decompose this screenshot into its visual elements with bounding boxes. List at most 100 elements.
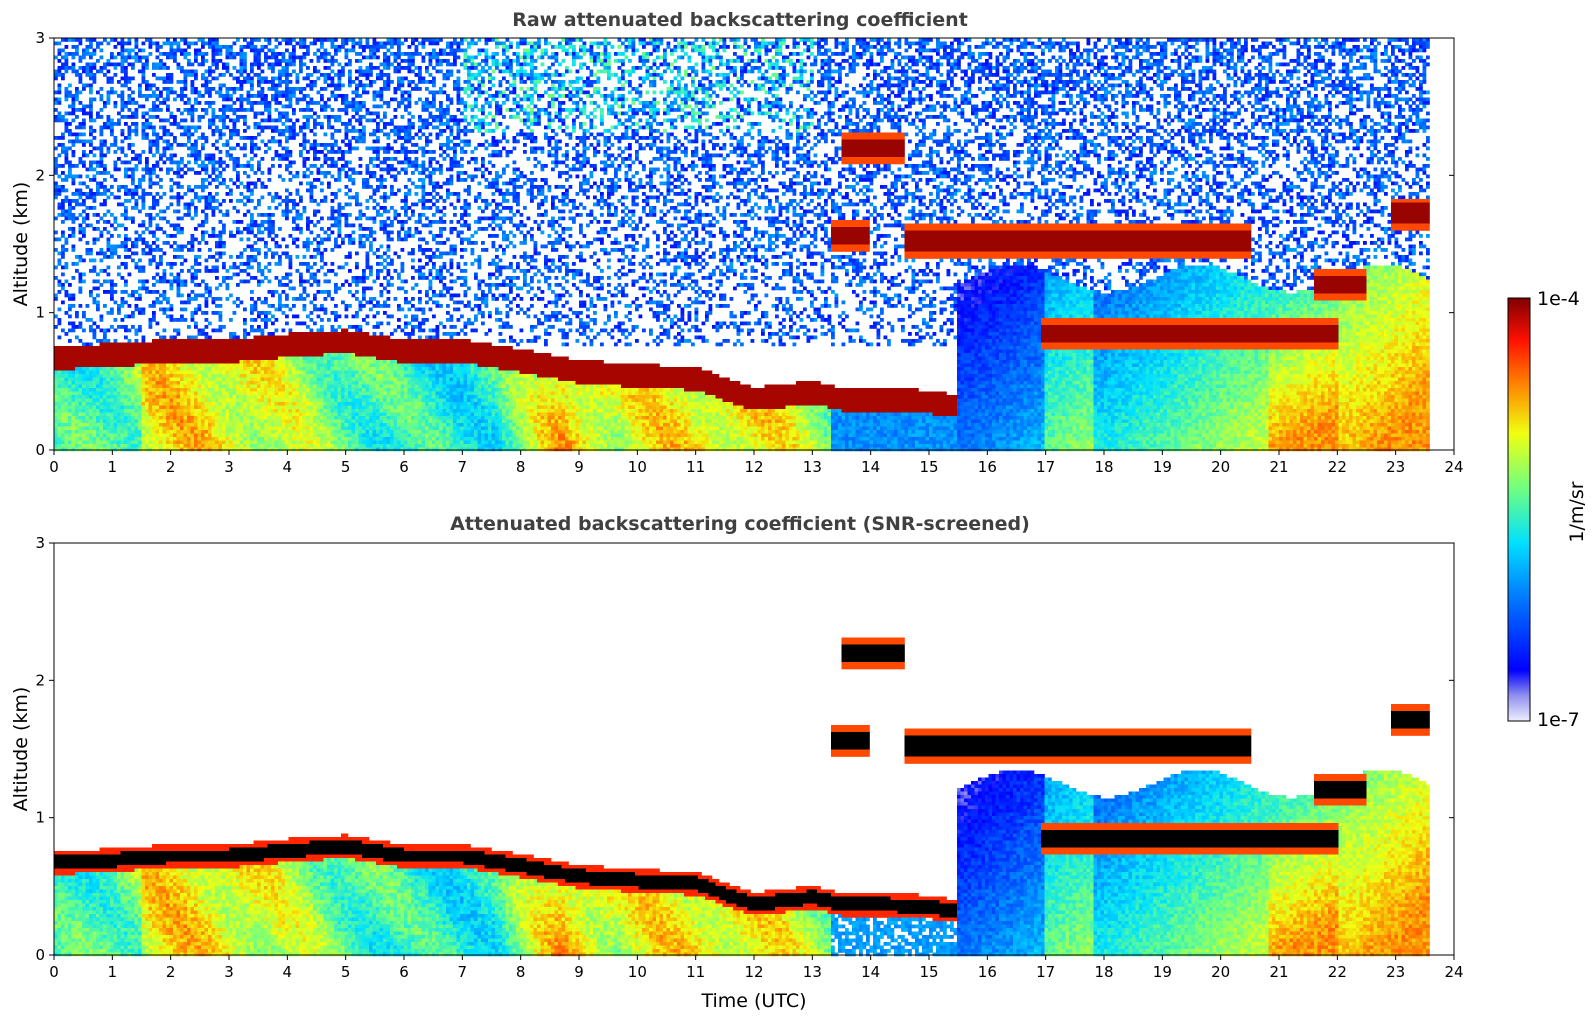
heatmap-cell <box>225 437 230 441</box>
heatmap-cell <box>222 160 226 165</box>
heatmap-cell <box>229 349 233 354</box>
heatmap-cell <box>103 164 107 168</box>
heatmap-cell <box>82 111 86 116</box>
heatmap-cell <box>180 216 184 221</box>
heatmap-cell <box>75 402 79 406</box>
heatmap-cell <box>152 241 156 245</box>
heatmap-cell <box>148 248 153 252</box>
heatmap-cell <box>155 262 160 266</box>
heatmap-cell <box>78 73 83 77</box>
heatmap-cell <box>201 73 205 77</box>
heatmap-cell <box>54 69 58 74</box>
heatmap-cell <box>278 374 282 378</box>
heatmap-cell <box>89 426 93 431</box>
heatmap-cell <box>218 174 223 179</box>
heatmap-cell <box>78 384 83 389</box>
heatmap-cell <box>239 164 244 168</box>
heatmap-cell <box>120 297 125 301</box>
heatmap-cell <box>208 321 212 326</box>
heatmap-cell <box>302 430 307 434</box>
heatmap-cell <box>264 241 268 245</box>
heatmap-cell <box>152 342 156 347</box>
heatmap-cell <box>169 283 174 287</box>
heatmap-cell <box>257 90 261 95</box>
heatmap-cell <box>232 164 237 168</box>
heatmap-cell <box>64 409 69 413</box>
heatmap-cell <box>183 402 188 406</box>
heatmap-cell <box>243 122 247 126</box>
heatmap-cell <box>267 38 272 42</box>
heatmap-cell <box>110 185 114 189</box>
heatmap-cell <box>281 430 286 434</box>
heatmap-cell <box>131 444 135 448</box>
heatmap-cell <box>190 202 195 207</box>
heatmap-cell <box>113 402 118 406</box>
heatmap-cell <box>292 374 296 378</box>
heatmap-cell <box>225 391 230 396</box>
heatmap-cell <box>243 412 247 417</box>
heatmap-cell <box>120 363 125 368</box>
heatmap-cell <box>68 167 72 172</box>
heatmap-cell <box>85 412 90 417</box>
heatmap-cell <box>176 395 181 399</box>
heatmap-cell <box>309 265 314 270</box>
heatmap-cell <box>267 206 272 210</box>
heatmap-cell <box>211 402 216 406</box>
heatmap-cell <box>68 430 72 434</box>
heatmap-cell <box>299 153 303 158</box>
heatmap-cell <box>271 353 275 357</box>
panel-raw-title: Raw attenuated backscattering coefficien… <box>512 9 968 31</box>
heatmap-cell <box>127 339 132 343</box>
heatmap-cell <box>141 174 146 179</box>
heatmap-cell <box>274 388 279 392</box>
heatmap-cell <box>183 419 188 424</box>
heatmap-cell <box>285 314 289 319</box>
heatmap-cell <box>232 353 237 357</box>
heatmap-cell <box>138 234 142 238</box>
heatmap-cell <box>306 150 310 154</box>
heatmap-cell <box>260 349 265 354</box>
heatmap-cell <box>285 304 289 308</box>
heatmap-cell <box>176 339 181 343</box>
heatmap-cell <box>281 59 286 63</box>
heatmap-cell <box>127 101 132 105</box>
heatmap-cell <box>106 447 111 452</box>
heatmap-cell <box>299 213 303 217</box>
heatmap-cell <box>271 360 275 364</box>
heatmap-cell <box>131 76 135 81</box>
heatmap-cell <box>236 430 240 434</box>
heatmap-cell <box>141 202 146 207</box>
heatmap-cell <box>274 328 279 333</box>
heatmap-cell <box>278 76 282 81</box>
heatmap-cell <box>159 440 163 445</box>
heatmap-cell <box>180 318 184 322</box>
heatmap-cell <box>64 367 69 371</box>
heatmap-cell <box>75 125 79 130</box>
heatmap-cell <box>309 272 314 277</box>
heatmap-cell <box>253 398 258 403</box>
heatmap-cell <box>271 237 275 242</box>
heatmap-cell <box>152 171 156 175</box>
heatmap-cell <box>176 412 181 417</box>
heatmap-cell <box>302 45 307 49</box>
heatmap-cell <box>250 192 254 196</box>
heatmap-cell <box>89 118 93 123</box>
heatmap-cell <box>57 433 62 438</box>
heatmap-cell <box>99 97 104 102</box>
heatmap-cell <box>106 118 111 123</box>
heatmap-cell <box>218 437 223 441</box>
heatmap-cell <box>201 108 205 112</box>
heatmap-cell <box>288 363 293 368</box>
heatmap-cell <box>110 437 114 441</box>
heatmap-cell <box>159 342 163 347</box>
heatmap-cell <box>250 325 254 329</box>
heatmap-cell <box>138 360 142 364</box>
heatmap-cell <box>253 307 258 312</box>
heatmap-cell <box>155 374 160 378</box>
heatmap-cell <box>155 174 160 179</box>
heatmap-cell <box>124 265 128 270</box>
heatmap-cell <box>236 405 240 410</box>
heatmap-cell <box>257 48 261 53</box>
heatmap-cell <box>225 164 230 168</box>
heatmap-cell <box>250 409 254 413</box>
